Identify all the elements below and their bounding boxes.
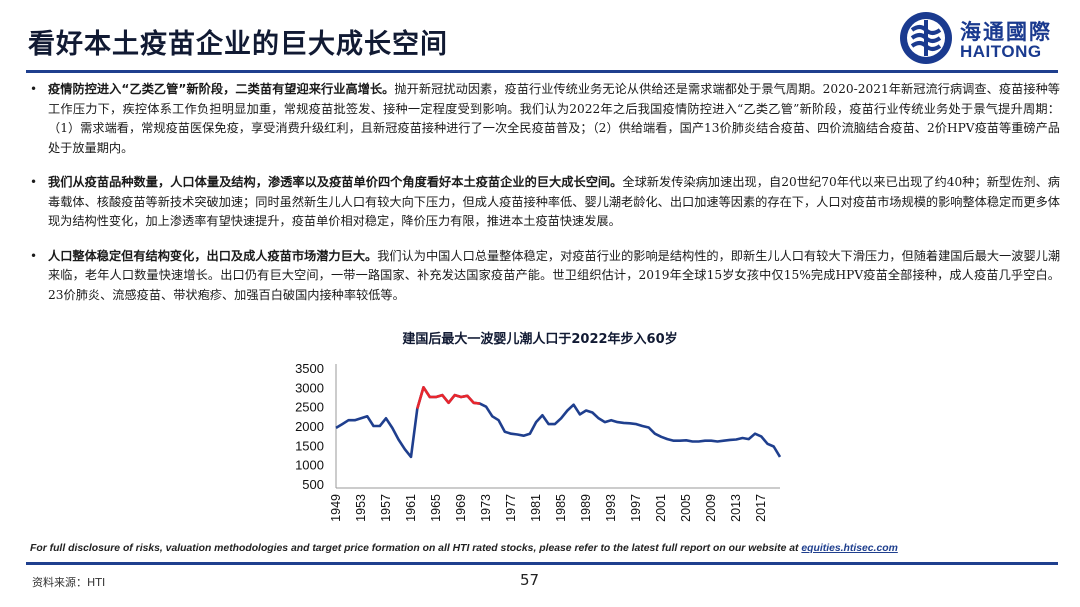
bullet-dot: • — [30, 175, 38, 189]
x-tick-label: 1989 — [579, 494, 593, 522]
bullet-lead: 疫情防控进入“乙类乙管”新阶段，二类苗有望迎来行业高增长。 — [48, 82, 395, 96]
disclaimer-text: For full disclosure of risks, valuation … — [30, 543, 802, 554]
x-tick-label: 1961 — [404, 494, 418, 522]
x-tick-label: 1985 — [554, 494, 568, 522]
bullet-text: 抛开新冠扰动因素，疫苗行业传统业务无论从供给还是需求端都处于景气周期。2020-… — [48, 82, 1060, 155]
y-tick-label: 500 — [302, 477, 324, 492]
website-link[interactable]: equities.htisec.com — [801, 543, 898, 554]
bullet-text: 全球新发传染病加速出现，自20世纪70年代以来已出现了约40种；新型佐剂、病毒载… — [48, 175, 1060, 228]
chart-title: 建国后最大一波婴儿潮人口于2022年步入60岁 — [402, 332, 678, 347]
x-tick-label: 1993 — [604, 494, 618, 522]
x-tick-label: 2001 — [654, 494, 668, 522]
population-line-chart: 500 1000 1500 2000 2500 3000 3500 1949 1953 1957 1… — [295, 361, 782, 522]
disclaimer: For full disclosure of risks, valuation … — [30, 543, 898, 554]
page-title: 看好本土疫苗企业的巨大成长空间 — [28, 29, 448, 60]
x-tick-label: 1949 — [329, 494, 343, 522]
bullet-item: • 我们从疫苗品种数量，人口体量及结构，渗透率以及疫苗单价四个角度看好本土疫苗企… — [30, 173, 1060, 232]
logo-chinese-text: 海通國際 — [960, 20, 1052, 44]
bullet-dot: • — [30, 248, 38, 263]
haitong-logo: 海通國際 HAITONG — [898, 8, 1070, 68]
bullet-lead: 人口整体稳定但有结构变化，出口及成人疫苗市场潜力巨大。 — [48, 248, 378, 263]
y-tick-label: 2500 — [295, 400, 324, 415]
bullet-item: • 疫情防控进入“乙类乙管”新阶段，二类苗有望迎来行业高增长。抛开新冠扰动因素，… — [30, 80, 1060, 158]
y-tick-label: 2000 — [295, 419, 324, 434]
x-tick-label: 2017 — [754, 494, 768, 522]
x-tick-label: 1997 — [629, 494, 643, 522]
logo-english-text: HAITONG — [960, 42, 1042, 61]
source-note: 资料来源：HTI — [32, 576, 106, 589]
highlight-series-line — [416, 385, 480, 409]
header-divider — [26, 70, 1058, 73]
bullet-lead: 我们从疫苗品种数量，人口体量及结构，渗透率以及疫苗单价四个角度看好本土疫苗企业的… — [48, 175, 623, 189]
y-tick-label: 1000 — [295, 458, 324, 473]
y-tick-label: 3000 — [295, 380, 324, 395]
footer-divider — [26, 562, 1058, 565]
y-tick-label: 1500 — [295, 438, 324, 453]
x-tick-label: 1981 — [529, 494, 543, 522]
x-tick-label: 2005 — [679, 494, 693, 522]
page-number: 57 — [520, 571, 540, 589]
x-tick-label: 1953 — [354, 494, 368, 522]
x-tick-label: 1973 — [479, 494, 493, 522]
x-tick-label: 2013 — [729, 494, 743, 522]
bullet-list: • 疫情防控进入“乙类乙管”新阶段，二类苗有望迎来行业高增长。抛开新冠扰动因素，… — [30, 80, 1060, 320]
series-line — [335, 385, 782, 459]
bullet-dot: • — [30, 82, 38, 96]
x-tick-label: 1965 — [429, 494, 443, 522]
x-tick-label: 1977 — [504, 494, 518, 522]
bullet-item: • 人口整体稳定但有结构变化，出口及成人疫苗市场潜力巨大。我们认为中国人口总量整… — [30, 247, 1060, 306]
y-tick-label: 3500 — [295, 361, 324, 376]
x-tick-label: 1969 — [454, 494, 468, 522]
haitong-logo-icon — [900, 12, 952, 64]
bullet-text: 我们认为中国人口总量整体稳定，对疫苗行业的影响是结构性的，即新生儿人口有较大下滑… — [48, 248, 1061, 302]
x-tick-label: 2009 — [704, 494, 718, 522]
x-tick-label: 1957 — [379, 494, 393, 522]
